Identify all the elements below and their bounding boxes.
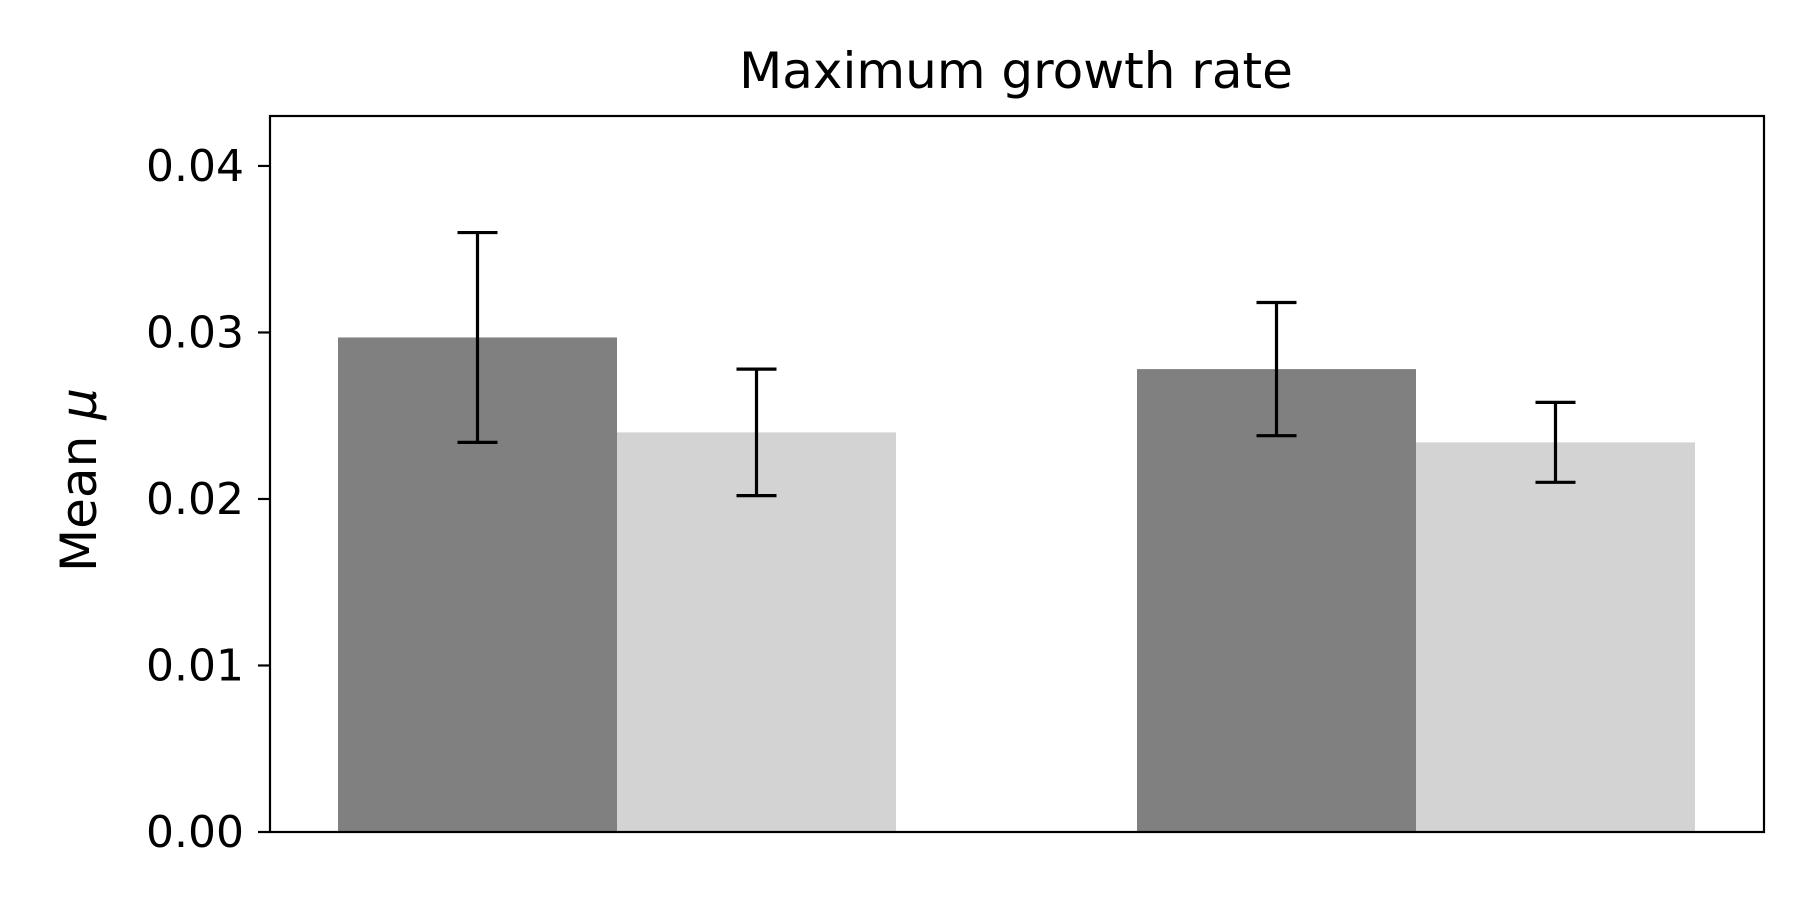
y-ticks-layer: 0.00 0.01 0.02 0.03 0.04 (146, 141, 270, 858)
y-tick-label: 0.01 (146, 640, 244, 691)
y-tick-label: 0.04 (146, 141, 244, 192)
error-bar-group2-series2 (1535, 400, 1576, 484)
error-bar-group1-series1 (457, 230, 498, 444)
bar-group2-series1 (1137, 369, 1416, 832)
bar-group2-series2 (1416, 442, 1695, 832)
plot-frame (268, 114, 1766, 834)
error-bar-group2-series1 (1256, 300, 1297, 438)
bar-group1-series2 (617, 432, 896, 832)
y-axis-label-text: Mean (50, 436, 108, 572)
y-axis-label: Mean μ (50, 388, 108, 572)
y-tick-label: 0.03 (146, 307, 244, 358)
error-bar-group1-series2 (736, 367, 777, 498)
error-bars-layer (457, 230, 1576, 498)
y-tick-label: 0.00 (146, 807, 244, 858)
y-tick-label: 0.02 (146, 474, 244, 525)
chart-title: Maximum growth rate (739, 42, 1293, 100)
bars-layer (338, 337, 1695, 832)
y-axis-label-symbol: μ (50, 388, 108, 421)
